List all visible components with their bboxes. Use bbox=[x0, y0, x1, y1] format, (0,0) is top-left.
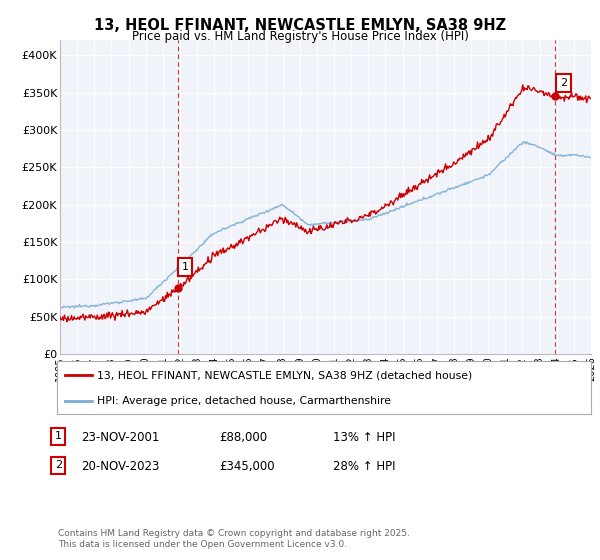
Text: 2: 2 bbox=[55, 460, 62, 470]
Text: 13, HEOL FFINANT, NEWCASTLE EMLYN, SA38 9HZ (detached house): 13, HEOL FFINANT, NEWCASTLE EMLYN, SA38 … bbox=[97, 370, 472, 380]
Text: 1: 1 bbox=[182, 262, 188, 272]
Text: 23-NOV-2001: 23-NOV-2001 bbox=[81, 431, 160, 444]
Text: £345,000: £345,000 bbox=[219, 460, 275, 473]
Text: £88,000: £88,000 bbox=[219, 431, 267, 444]
Text: 13, HEOL FFINANT, NEWCASTLE EMLYN, SA38 9HZ: 13, HEOL FFINANT, NEWCASTLE EMLYN, SA38 … bbox=[94, 18, 506, 34]
Text: 1: 1 bbox=[55, 431, 62, 441]
Text: 2: 2 bbox=[560, 78, 567, 88]
Text: 20-NOV-2023: 20-NOV-2023 bbox=[81, 460, 160, 473]
Text: 28% ↑ HPI: 28% ↑ HPI bbox=[333, 460, 395, 473]
Text: 13% ↑ HPI: 13% ↑ HPI bbox=[333, 431, 395, 444]
Text: Contains HM Land Registry data © Crown copyright and database right 2025.
This d: Contains HM Land Registry data © Crown c… bbox=[58, 529, 410, 549]
Text: Price paid vs. HM Land Registry's House Price Index (HPI): Price paid vs. HM Land Registry's House … bbox=[131, 30, 469, 43]
Text: HPI: Average price, detached house, Carmarthenshire: HPI: Average price, detached house, Carm… bbox=[97, 395, 391, 405]
